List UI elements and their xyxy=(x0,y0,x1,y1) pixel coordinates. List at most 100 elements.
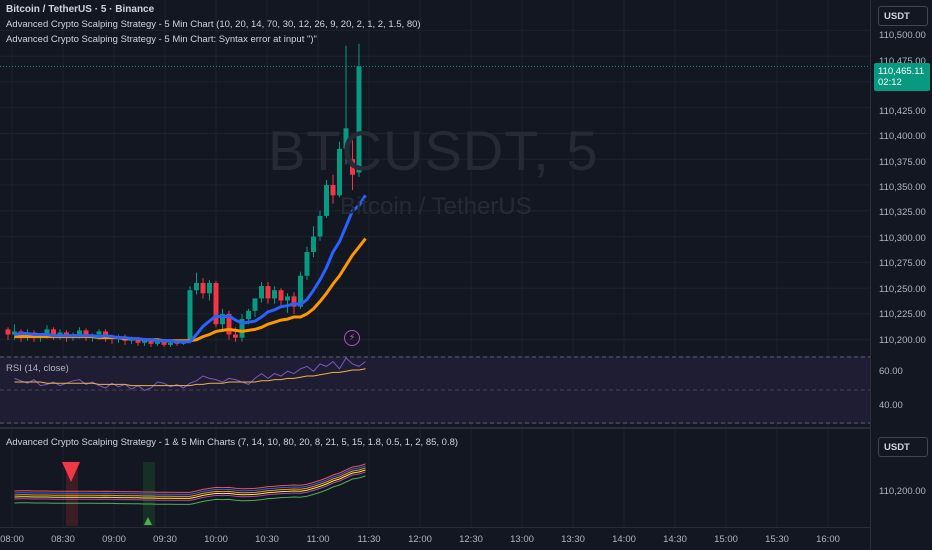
rsi-ma-line xyxy=(14,368,366,387)
time-axis[interactable]: 08:00 08:30 09:00 09:30 10:00 10:30 11:0… xyxy=(0,527,870,550)
symbol-description-watermark: Bitcoin / TetherUS xyxy=(340,193,532,220)
candle-body xyxy=(207,282,212,294)
candle-body xyxy=(337,148,342,196)
lightning-icon[interactable]: ⚡ xyxy=(344,330,360,346)
price-axis[interactable]: 110,500.00 110,475.00 110,425.00 110,400… xyxy=(870,0,932,550)
candle-body xyxy=(298,275,303,307)
price-tick: 110,400.00 xyxy=(879,131,926,142)
sell-zone xyxy=(66,462,78,526)
time-tick: 11:30 xyxy=(357,534,381,545)
time-tick: 14:00 xyxy=(612,534,636,545)
strategy-band-line xyxy=(14,465,366,495)
candle-body xyxy=(343,128,349,149)
candle-body xyxy=(272,290,277,299)
last-price-label: 110,465.11 02:12 xyxy=(874,63,930,91)
time-tick: 14:30 xyxy=(663,534,687,545)
time-tick: 09:30 xyxy=(153,534,177,545)
time-tick: 12:30 xyxy=(459,534,483,545)
candle-body xyxy=(200,282,206,294)
price-tick: 110,500.00 xyxy=(879,30,926,41)
ema-fast-line xyxy=(14,194,367,344)
price-tick: 110,425.00 xyxy=(879,106,926,117)
time-tick: 11:00 xyxy=(306,534,330,545)
strategy-legend[interactable]: Advanced Crypto Scalping Strategy - 1 & … xyxy=(6,437,459,448)
price-tick: 110,225.00 xyxy=(879,309,926,320)
price-tick: 110,300.00 xyxy=(879,233,926,244)
candle-body xyxy=(148,340,154,344)
time-tick: 10:00 xyxy=(204,534,228,545)
candle-body xyxy=(168,342,173,345)
candle-body xyxy=(161,341,167,345)
candle-body xyxy=(350,159,355,175)
time-tick: 13:00 xyxy=(510,534,534,545)
sell-signal-triangle xyxy=(62,462,80,482)
candle-body xyxy=(187,290,193,340)
price-tick: 110,375.00 xyxy=(879,157,926,168)
candle-body xyxy=(246,310,251,320)
time-tick: 16:00 xyxy=(816,534,840,545)
candle-body xyxy=(252,298,258,311)
chart-canvas[interactable] xyxy=(0,0,870,550)
price-tick: 110,475.00 xyxy=(879,56,926,67)
strategy-band-line xyxy=(14,463,366,493)
candle-body xyxy=(285,296,290,301)
strategy-band-line xyxy=(14,471,366,501)
candle-body xyxy=(213,282,219,325)
strategy-band-line xyxy=(14,467,366,497)
candle-body xyxy=(324,185,329,216)
currency-button[interactable]: USDT xyxy=(878,6,928,26)
candle-body xyxy=(135,338,141,343)
time-tick: 15:00 xyxy=(714,534,738,545)
price-tick: 110,250.00 xyxy=(879,284,926,295)
candle-body xyxy=(317,215,323,237)
indicator-legend-1[interactable]: Advanced Crypto Scalping Strategy - 5 Mi… xyxy=(6,19,421,30)
bar-countdown: 02:12 xyxy=(878,77,902,88)
candle-body xyxy=(96,331,102,335)
candle-body xyxy=(356,66,362,173)
candle-body xyxy=(259,286,264,299)
candle-body xyxy=(220,313,225,325)
candle-body xyxy=(77,330,82,335)
candle-body xyxy=(155,341,160,344)
candle-body xyxy=(330,185,336,196)
candle-body xyxy=(226,313,232,335)
candle-body xyxy=(265,286,271,299)
candle-body xyxy=(278,290,284,301)
candle-body xyxy=(5,329,11,335)
candle-body xyxy=(44,329,50,335)
last-price: 110,465.11 xyxy=(878,66,925,77)
symbol-title[interactable]: Bitcoin / TetherUS · 5 · Binance xyxy=(6,4,155,15)
time-tick: 08:00 xyxy=(0,534,24,545)
price-tick: 110,200.00 xyxy=(879,335,926,346)
time-tick: 10:30 xyxy=(255,534,279,545)
price-tick: 110,275.00 xyxy=(879,258,926,269)
candle-body xyxy=(194,282,199,291)
symbol-watermark: BTCUSDT, 5 xyxy=(268,119,599,182)
candle-body xyxy=(83,330,89,336)
candle-body xyxy=(57,332,63,336)
candle-body xyxy=(311,236,316,253)
time-tick: 13:30 xyxy=(561,534,585,545)
rsi-line xyxy=(14,357,366,391)
buy-signal-triangle xyxy=(144,517,152,525)
candle-body xyxy=(291,296,297,307)
strategy-currency-button[interactable]: USDT xyxy=(878,437,928,457)
candle-body xyxy=(233,334,238,338)
rsi-tick: 60.00 xyxy=(879,366,903,377)
strategy-band-line xyxy=(14,469,366,499)
strategy-price-tick: 110,200.00 xyxy=(879,486,926,497)
time-tick: 15:30 xyxy=(765,534,789,545)
price-tick: 110,350.00 xyxy=(879,182,926,193)
rsi-legend[interactable]: RSI (14, close) xyxy=(6,363,69,374)
time-tick: 12:00 xyxy=(408,534,432,545)
time-tick: 08:30 xyxy=(51,534,75,545)
candle-body xyxy=(304,252,310,276)
candle-body xyxy=(239,319,245,338)
time-tick: 09:00 xyxy=(102,534,126,545)
candle-body xyxy=(142,340,147,343)
candle-body xyxy=(103,331,108,337)
strategy-band-line xyxy=(14,475,366,505)
candle-body xyxy=(51,329,56,336)
indicator-legend-2[interactable]: Advanced Crypto Scalping Strategy - 5 Mi… xyxy=(6,34,317,45)
